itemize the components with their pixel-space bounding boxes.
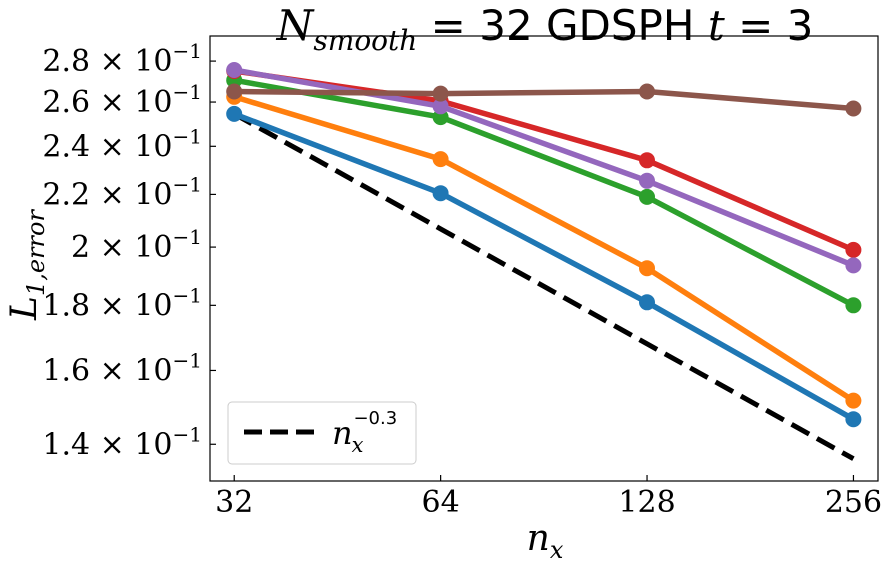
data-point-orange bbox=[432, 151, 449, 168]
y-tick-label-mantissa: 1.8 × 10 bbox=[42, 288, 172, 323]
y-tick-label-mantissa: 1.6 × 10 bbox=[42, 353, 172, 388]
x-axis-label-base: n bbox=[527, 518, 550, 559]
x-tick-label: 64 bbox=[422, 485, 460, 520]
y-tick-label-mantissa: 2.8 × 10 bbox=[42, 44, 172, 79]
chart-title: Nsmooth = 32 GDSPH t = 3 bbox=[276, 1, 814, 57]
data-point-green bbox=[845, 297, 862, 314]
data-point-purple bbox=[639, 172, 655, 189]
title-subscript: smooth bbox=[313, 24, 417, 57]
y-tick-label-mantissa: 1.4 × 10 bbox=[42, 427, 172, 462]
data-point-orange bbox=[639, 260, 655, 277]
data-point-orange bbox=[845, 392, 862, 409]
x-axis-ticks: 32 64 128 256 bbox=[215, 475, 882, 520]
y-tick-label: 2.8 × 10−1 bbox=[42, 39, 202, 79]
series-line-green bbox=[233, 77, 855, 308]
y-tick-label-mantissa: 2.2 × 10 bbox=[42, 177, 172, 212]
legend-label-subscript: x bbox=[352, 433, 364, 457]
data-point-purple bbox=[845, 257, 862, 274]
series-line-orange bbox=[233, 94, 855, 403]
data-point-purple bbox=[432, 98, 449, 115]
data-point-brown bbox=[226, 83, 243, 100]
data-point-blue bbox=[639, 294, 655, 311]
x-tick-label: 128 bbox=[618, 485, 675, 520]
y-axis-label-base: L bbox=[4, 296, 45, 321]
legend-label-exponent: −0.3 bbox=[353, 408, 397, 429]
legend-label-base: n bbox=[332, 414, 353, 452]
series-green bbox=[226, 72, 862, 314]
series-blue bbox=[226, 105, 862, 428]
y-tick-label: 2.4 × 10−1 bbox=[42, 124, 202, 164]
legend-box bbox=[227, 401, 417, 465]
data-point-blue bbox=[845, 411, 862, 428]
y-tick-label: 2.2 × 10−1 bbox=[42, 172, 202, 212]
data-point-purple bbox=[226, 62, 243, 78]
y-tick-label: 2.6 × 10−1 bbox=[42, 80, 202, 120]
y-axis-label-subscript: 1,error bbox=[22, 209, 50, 296]
y-tick-label-exponent: −1 bbox=[173, 39, 202, 63]
y-tick-label-exponent: −1 bbox=[173, 172, 202, 196]
reference-line-layer bbox=[232, 111, 855, 461]
y-tick-label-exponent: −1 bbox=[173, 348, 202, 372]
x-axis-label-subscript: x bbox=[550, 536, 564, 564]
series-line-blue bbox=[233, 111, 855, 422]
title-middle: = 32 GDSPH bbox=[417, 1, 708, 50]
y-tick-label-exponent: −1 bbox=[173, 225, 202, 249]
legend-label: nx −0.3 bbox=[332, 408, 397, 457]
y-tick-label-exponent: −1 bbox=[173, 283, 202, 307]
series-line-brown bbox=[234, 88, 854, 112]
y-tick-label-exponent: −1 bbox=[173, 80, 202, 104]
data-point-brown bbox=[845, 100, 862, 117]
series-layer bbox=[226, 62, 862, 428]
y-axis-ticks: 1.4 × 10−11.6 × 10−11.8 × 10−12 × 10−12.… bbox=[42, 39, 216, 462]
series-line-purple bbox=[233, 67, 855, 268]
data-point-brown bbox=[432, 85, 449, 102]
series-brown bbox=[226, 83, 862, 117]
y-tick-label: 2 × 10−1 bbox=[71, 225, 202, 265]
y-tick-label-mantissa: 2.6 × 10 bbox=[42, 85, 172, 120]
legend: nx −0.3 bbox=[227, 401, 417, 465]
x-tick-label: 256 bbox=[825, 485, 882, 520]
data-point-brown bbox=[639, 83, 655, 100]
data-point-red bbox=[845, 241, 862, 258]
x-axis-label: nx bbox=[527, 518, 564, 564]
series-purple bbox=[226, 62, 862, 274]
reference-line-n-x-power bbox=[232, 111, 855, 461]
y-tick-label: 1.8 × 10−1 bbox=[42, 283, 202, 323]
y-tick-label-mantissa: 2.4 × 10 bbox=[42, 129, 172, 164]
data-point-blue bbox=[226, 105, 243, 122]
data-point-green bbox=[639, 188, 655, 205]
data-point-red bbox=[639, 152, 655, 169]
plot-frame bbox=[209, 35, 879, 482]
y-tick-label-exponent: −1 bbox=[173, 422, 202, 446]
title-symbol: N bbox=[276, 1, 315, 50]
x-tick-label: 32 bbox=[215, 485, 253, 520]
title-time-symbol: t bbox=[708, 1, 725, 50]
y-axis-label: L1,error bbox=[4, 209, 50, 321]
y-tick-label-exponent: −1 bbox=[173, 124, 202, 148]
title-time-rest: = 3 bbox=[725, 1, 814, 50]
data-point-blue bbox=[432, 185, 449, 202]
y-tick-label: 1.6 × 10−1 bbox=[42, 348, 202, 388]
y-tick-label: 1.4 × 10−1 bbox=[42, 422, 202, 462]
y-tick-label-mantissa: 2 × 10 bbox=[71, 230, 172, 265]
